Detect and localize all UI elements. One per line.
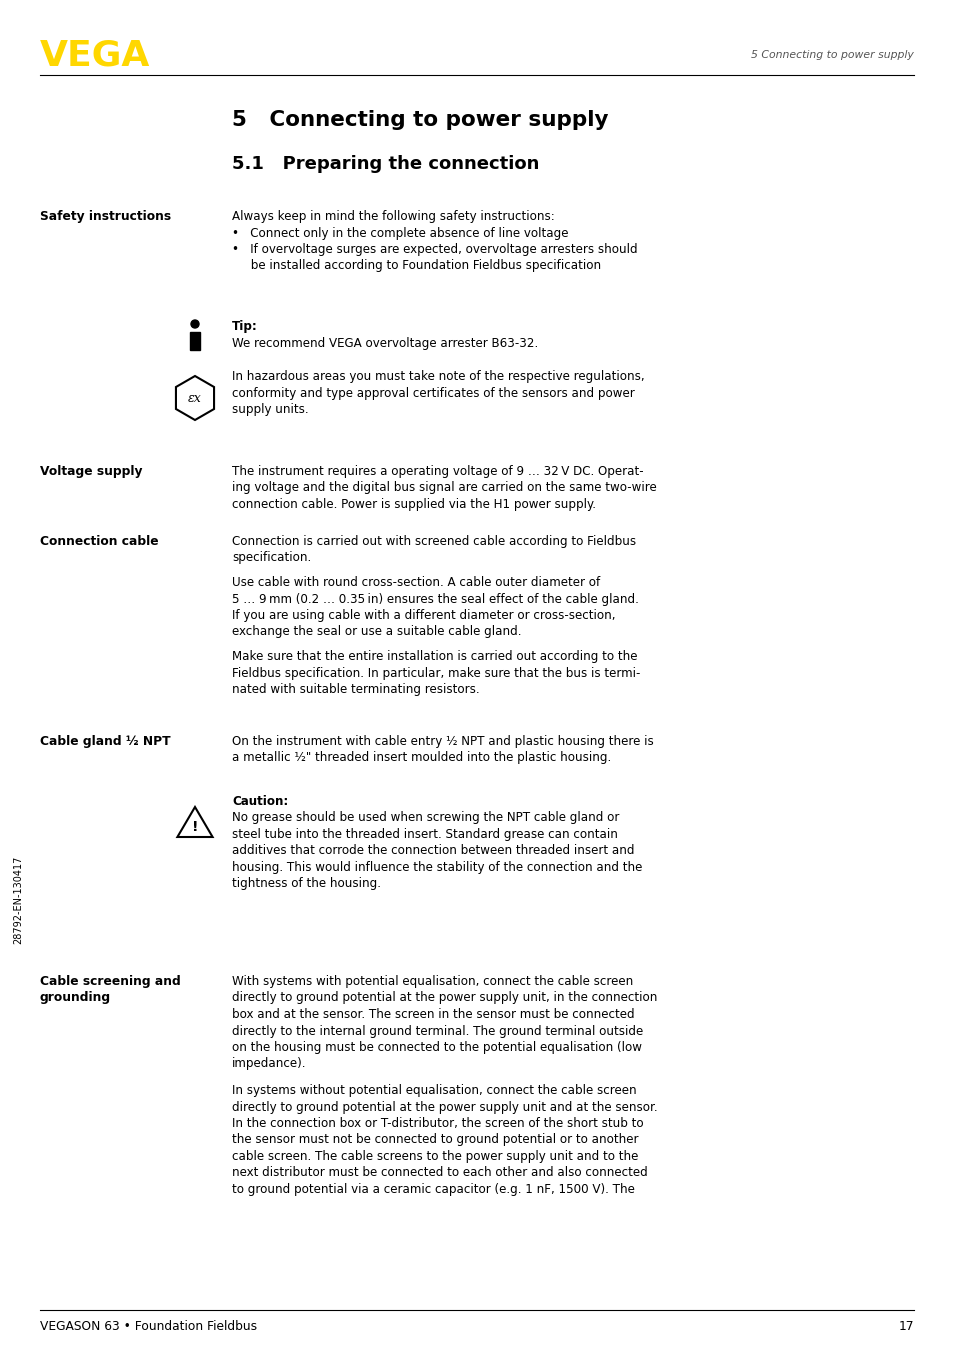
Text: directly to ground potential at the power supply unit and at the sensor.: directly to ground potential at the powe… xyxy=(232,1101,657,1113)
Text: No grease should be used when screwing the NPT cable gland or: No grease should be used when screwing t… xyxy=(232,811,618,825)
Text: VEGA: VEGA xyxy=(40,38,151,72)
Text: 17: 17 xyxy=(898,1320,913,1332)
Text: On the instrument with cable entry ½ NPT and plastic housing there is: On the instrument with cable entry ½ NPT… xyxy=(232,735,653,747)
Text: impedance).: impedance). xyxy=(232,1057,306,1071)
Text: conformity and type approval certificates of the sensors and power: conformity and type approval certificate… xyxy=(232,386,634,399)
Text: grounding: grounding xyxy=(40,991,111,1005)
Text: housing. This would influence the stability of the connection and the: housing. This would influence the stabil… xyxy=(232,861,641,873)
Text: tightness of the housing.: tightness of the housing. xyxy=(232,877,380,891)
Text: If you are using cable with a different diameter or cross-section,: If you are using cable with a different … xyxy=(232,609,615,621)
Circle shape xyxy=(191,320,199,328)
Text: Voltage supply: Voltage supply xyxy=(40,464,142,478)
Text: directly to the internal ground terminal. The ground terminal outside: directly to the internal ground terminal… xyxy=(232,1025,642,1037)
Text: exchange the seal or use a suitable cable gland.: exchange the seal or use a suitable cabl… xyxy=(232,626,521,639)
Text: In hazardous areas you must take note of the respective regulations,: In hazardous areas you must take note of… xyxy=(232,370,644,383)
Text: to ground potential via a ceramic capacitor (e.g. 1 nF, 1500 V). The: to ground potential via a ceramic capaci… xyxy=(232,1183,634,1196)
Text: box and at the sensor. The screen in the sensor must be connected: box and at the sensor. The screen in the… xyxy=(232,1007,634,1021)
Text: nated with suitable terminating resistors.: nated with suitable terminating resistor… xyxy=(232,682,479,696)
Text: additives that corrode the connection between threaded insert and: additives that corrode the connection be… xyxy=(232,845,634,857)
Text: steel tube into the threaded insert. Standard grease can contain: steel tube into the threaded insert. Sta… xyxy=(232,829,618,841)
Text: the sensor must not be connected to ground potential or to another: the sensor must not be connected to grou… xyxy=(232,1133,638,1147)
Text: VEGASON 63 • Foundation Fieldbus: VEGASON 63 • Foundation Fieldbus xyxy=(40,1320,257,1332)
Text: In systems without potential equalisation, connect the cable screen: In systems without potential equalisatio… xyxy=(232,1085,636,1097)
Text: •   If overvoltage surges are expected, overvoltage arresters should: • If overvoltage surges are expected, ov… xyxy=(232,242,637,256)
Text: Always keep in mind the following safety instructions:: Always keep in mind the following safety… xyxy=(232,210,554,223)
Text: 5   Connecting to power supply: 5 Connecting to power supply xyxy=(232,110,608,130)
Text: be installed according to Foundation Fieldbus specification: be installed according to Foundation Fie… xyxy=(232,260,600,272)
Text: Cable gland ½ NPT: Cable gland ½ NPT xyxy=(40,735,171,747)
Text: The instrument requires a operating voltage of 9 … 32 V DC. Operat-: The instrument requires a operating volt… xyxy=(232,464,643,478)
Text: We recommend VEGA overvoltage arrester B63-32.: We recommend VEGA overvoltage arrester B… xyxy=(232,337,537,349)
Text: Connection cable: Connection cable xyxy=(40,535,158,548)
Text: a metallic ½" threaded insert moulded into the plastic housing.: a metallic ½" threaded insert moulded in… xyxy=(232,751,611,765)
Text: Caution:: Caution: xyxy=(232,795,288,808)
Text: supply units.: supply units. xyxy=(232,403,309,416)
Text: Cable screening and: Cable screening and xyxy=(40,975,180,988)
Text: Connection is carried out with screened cable according to Fieldbus: Connection is carried out with screened … xyxy=(232,535,636,548)
Text: Safety instructions: Safety instructions xyxy=(40,210,171,223)
Text: 5 Connecting to power supply: 5 Connecting to power supply xyxy=(750,50,913,60)
Text: specification.: specification. xyxy=(232,551,311,565)
Text: cable screen. The cable screens to the power supply unit and to the: cable screen. The cable screens to the p… xyxy=(232,1150,638,1163)
Text: on the housing must be connected to the potential equalisation (low: on the housing must be connected to the … xyxy=(232,1041,641,1053)
Text: directly to ground potential at the power supply unit, in the connection: directly to ground potential at the powe… xyxy=(232,991,657,1005)
Text: Tip:: Tip: xyxy=(232,320,257,333)
Text: 5.1   Preparing the connection: 5.1 Preparing the connection xyxy=(232,154,538,173)
Text: In the connection box or T-distributor, the screen of the short stub to: In the connection box or T-distributor, … xyxy=(232,1117,643,1131)
Text: •   Connect only in the complete absence of line voltage: • Connect only in the complete absence o… xyxy=(232,226,568,240)
Text: Fieldbus specification. In particular, make sure that the bus is termi-: Fieldbus specification. In particular, m… xyxy=(232,666,639,680)
Text: 5 … 9 mm (0.2 … 0.35 in) ensures the seal effect of the cable gland.: 5 … 9 mm (0.2 … 0.35 in) ensures the sea… xyxy=(232,593,639,605)
Text: !: ! xyxy=(192,821,198,834)
Text: With systems with potential equalisation, connect the cable screen: With systems with potential equalisation… xyxy=(232,975,633,988)
Text: Use cable with round cross-section. A cable outer diameter of: Use cable with round cross-section. A ca… xyxy=(232,575,599,589)
Text: ing voltage and the digital bus signal are carried on the same two-wire: ing voltage and the digital bus signal a… xyxy=(232,482,656,494)
Bar xyxy=(190,332,200,349)
Text: 28792-EN-130417: 28792-EN-130417 xyxy=(13,856,23,944)
Text: next distributor must be connected to each other and also connected: next distributor must be connected to ea… xyxy=(232,1167,647,1179)
Text: εx: εx xyxy=(188,391,202,405)
Text: Make sure that the entire installation is carried out according to the: Make sure that the entire installation i… xyxy=(232,650,637,663)
Text: connection cable. Power is supplied via the H1 power supply.: connection cable. Power is supplied via … xyxy=(232,498,596,510)
